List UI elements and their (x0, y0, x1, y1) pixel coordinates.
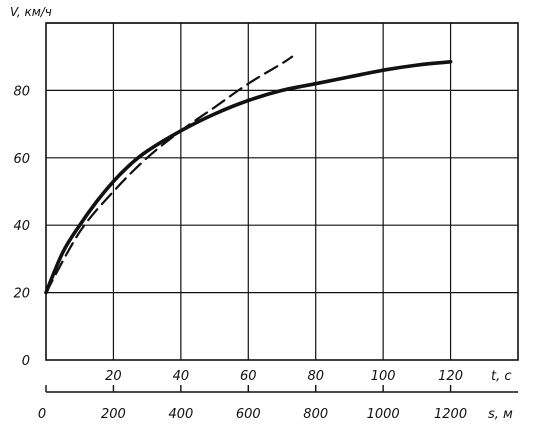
y-tick-label: 40 (13, 219, 30, 234)
time-series-line (44, 60, 453, 295)
distance-tick-label: 600 (236, 407, 261, 422)
y-tick-label: 80 (13, 84, 30, 99)
labels: 0 20 40 60 80 V, км/ч 20 40 60 80 100 120 t, c 0 200 40… (10, 5, 513, 422)
time-tick-label: 60 (240, 369, 257, 384)
time-tick-label: 40 (173, 369, 190, 384)
distance-axis-label: s, м (488, 407, 513, 422)
time-tick-label: 80 (307, 369, 324, 384)
distance-tick-label: 0 (38, 407, 46, 422)
time-axis-label: t, c (491, 369, 512, 384)
distance-tick-label: 1000 (367, 407, 400, 422)
distance-tick-label: 1200 (434, 407, 467, 422)
distance-series-line (44, 55, 294, 294)
plot-frame (45, 22, 519, 361)
axes (45, 22, 519, 393)
distance-tick-label: 400 (168, 407, 193, 422)
time-tick-label: 120 (438, 369, 463, 384)
y-tick-label: 20 (13, 287, 30, 302)
y-tick-label: 60 (13, 152, 30, 167)
series-layer (44, 55, 453, 295)
time-tick-label: 20 (105, 369, 122, 384)
grid (46, 22, 518, 360)
distance-tick-label: 800 (303, 407, 328, 422)
y-tick-label: 0 (22, 354, 30, 369)
y-axis-label: V, км/ч (10, 5, 52, 19)
time-tick-label: 100 (371, 369, 396, 384)
distance-tick-label: 200 (101, 407, 126, 422)
